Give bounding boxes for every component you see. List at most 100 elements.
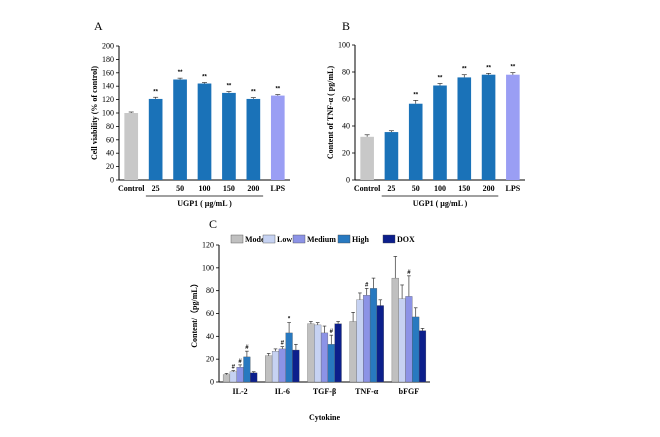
x-tick-label: 200 — [247, 184, 259, 193]
bar-low-il-6 — [271, 351, 280, 383]
panel-label-a: A — [94, 19, 103, 33]
bar-model-tgf-β — [307, 323, 315, 383]
x-tick-label: 25 — [387, 184, 395, 193]
0-y-tick-label: 200 — [102, 42, 114, 51]
bar-b-5 — [481, 74, 496, 180]
chart-b: 0 20 40 60 80 100 Control 25 50 ** 100 ** 150 ** 200 **… — [326, 41, 525, 208]
legend-label-high: High — [352, 235, 369, 244]
bar-low-il-2 — [229, 371, 237, 383]
bar-model-il-2 — [222, 374, 231, 383]
y-axis-label: Cell viability (% of control) — [90, 66, 99, 160]
legend-label-model: Model — [245, 235, 268, 244]
x-axis-label: Cytokine — [309, 413, 341, 422]
bar-b-4 — [457, 77, 472, 180]
legend-swatch-model — [230, 234, 244, 244]
significance-label: ** — [202, 75, 207, 81]
1-y-tick-label: 80 — [342, 68, 350, 77]
x-tick-label: bFGF — [399, 387, 420, 396]
0-y-tick-label: 60 — [106, 135, 114, 144]
chart-a: 0 20 40 60 80 100 120 140 160 180 200 Control 25 ** 50… — [90, 42, 290, 208]
significance-label: ** — [438, 75, 443, 81]
y-axis-label: Content/（pg/mL） — [189, 279, 199, 347]
bar-model-bfgf — [391, 277, 399, 383]
significance-label: # — [365, 282, 369, 288]
2-y-tick-label: 0 — [210, 378, 214, 387]
significance-label: # — [407, 270, 411, 276]
2-y-tick-label: 100 — [202, 263, 214, 272]
bar-medium-bfgf — [405, 296, 413, 383]
0-y-tick-label: 80 — [106, 122, 114, 131]
significance-label: ** — [178, 70, 183, 76]
y-axis-label: Content of TNF-α ( pg/mL) — [326, 66, 335, 160]
bar-low-bfgf — [398, 298, 406, 383]
panel-label-c: C — [209, 217, 217, 231]
legend-label-medium: Medium — [307, 235, 336, 244]
x-axis-label: UGP1 ( μg/mL ) — [413, 199, 468, 208]
bar-a-4 — [222, 92, 236, 180]
0-y-tick-label: 40 — [106, 149, 114, 158]
bar-model-il-6 — [265, 355, 273, 383]
legend-swatch-low — [262, 234, 276, 244]
significance-label: ** — [153, 89, 158, 95]
1-y-tick-label: 20 — [342, 149, 350, 158]
significance-label: ** — [486, 65, 491, 71]
2-y-tick-label: 40 — [206, 332, 214, 341]
bar-model-tnf-α — [349, 321, 357, 383]
bar-a-3 — [197, 83, 212, 180]
significance-label: ** — [511, 65, 516, 71]
bar-a-1 — [148, 98, 163, 180]
bar-high-tgf-β — [327, 344, 335, 383]
x-tick-label: IL-6 — [275, 387, 290, 396]
x-tick-label: Control — [354, 184, 381, 193]
2-y-tick-label: 120 — [202, 241, 214, 250]
significance-label: ** — [275, 87, 280, 93]
1-y-tick-label: 40 — [342, 122, 350, 131]
legend-swatch-medium — [292, 234, 306, 244]
x-tick-label: 50 — [412, 184, 420, 193]
bar-b-1 — [384, 132, 399, 180]
bar-medium-tgf-β — [320, 332, 329, 383]
significance-label: # — [238, 359, 242, 365]
significance-label: ** — [462, 67, 467, 73]
bar-a-2 — [173, 79, 187, 180]
legend-label-low: Low — [277, 235, 292, 244]
bar-dox-il-2 — [250, 372, 258, 383]
x-tick-label: TGF-β — [313, 387, 336, 396]
2-y-tick-label: 60 — [206, 309, 214, 318]
x-tick-label: 150 — [223, 184, 235, 193]
significance-label: # — [330, 329, 334, 335]
0-y-tick-label: 160 — [102, 68, 114, 77]
x-tick-label: 200 — [483, 184, 495, 193]
significance-label: ** — [413, 92, 418, 98]
significance-label: # — [281, 341, 285, 347]
significance-label: * — [288, 317, 291, 323]
0-y-tick-label: 140 — [102, 82, 114, 91]
0-y-tick-label: 180 — [102, 55, 114, 64]
1-y-tick-label: 100 — [338, 41, 350, 50]
x-tick-label: 150 — [458, 184, 470, 193]
2-y-tick-label: 80 — [206, 286, 214, 295]
bar-low-tgf-β — [314, 324, 322, 383]
x-tick-label: 100 — [434, 184, 446, 193]
1-y-tick-label: 0 — [346, 176, 350, 185]
bar-a-6 — [270, 95, 285, 180]
legend-swatch-dox — [382, 234, 396, 244]
x-tick-label: LPS — [270, 184, 285, 193]
0-y-tick-label: 0 — [110, 176, 114, 185]
0-y-tick-label: 20 — [106, 162, 114, 171]
1-y-tick-label: 60 — [342, 95, 350, 104]
bar-high-tnf-α — [369, 288, 378, 383]
bar-medium-tnf-α — [363, 295, 371, 383]
significance-label: ** — [227, 84, 232, 90]
significance-label: # — [232, 365, 236, 371]
bar-high-il-6 — [285, 332, 293, 383]
bar-b-6 — [506, 74, 520, 180]
0-y-tick-label: 120 — [102, 95, 114, 104]
significance-label: # — [245, 345, 249, 351]
bar-medium-il-2 — [236, 367, 244, 383]
legend-swatch-high — [337, 234, 351, 244]
0-y-tick-label: 100 — [102, 109, 114, 118]
bar-b-3 — [433, 85, 447, 180]
bar-a-0 — [124, 113, 139, 180]
bar-b-0 — [360, 136, 374, 180]
